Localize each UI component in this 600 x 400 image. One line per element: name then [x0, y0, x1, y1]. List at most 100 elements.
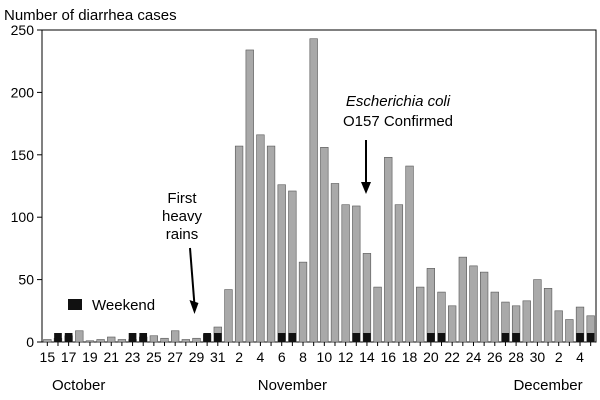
bar [490, 291, 499, 343]
weekend-marker [54, 333, 62, 342]
x-tick-label: 29 [189, 349, 205, 365]
bar [458, 256, 467, 343]
bar [192, 337, 201, 343]
bar [405, 165, 414, 343]
y-tick-label: 200 [11, 84, 35, 100]
annotation-rains-text: rains [166, 226, 199, 243]
bar [330, 183, 340, 343]
bar [341, 204, 350, 343]
annotation-ecoli-arrowhead [361, 182, 371, 194]
bar [277, 184, 286, 343]
x-tick-label: 31 [210, 349, 226, 365]
x-tick-label: 24 [466, 349, 482, 365]
x-tick-label: 10 [317, 349, 333, 365]
annotation-rains-text: First [167, 190, 197, 207]
weekend-marker [139, 333, 148, 342]
y-tick-label: 150 [11, 147, 35, 163]
weekend-marker [64, 333, 73, 342]
bar [362, 253, 372, 343]
weekend-marker [501, 333, 510, 342]
weekend-marker [213, 333, 222, 342]
weekend-marker [203, 333, 211, 342]
bar [149, 335, 159, 343]
y-tick-label: 50 [18, 272, 34, 288]
bar [117, 339, 127, 343]
weekend-marker [427, 333, 435, 342]
weekend-marker [586, 333, 595, 342]
x-tick-label: 25 [146, 349, 162, 365]
annotation-rains-arrowhead [189, 300, 199, 314]
bar [533, 279, 542, 343]
y-tick-label: 0 [26, 334, 34, 350]
x-tick-label: 15 [40, 349, 56, 365]
annotation-rains-text: heavy [162, 208, 203, 225]
bar [224, 289, 233, 343]
y-axis-title: Number of diarrhea cases [4, 7, 177, 24]
bar [416, 286, 425, 343]
bar [234, 145, 244, 343]
bar [160, 337, 169, 343]
bar [171, 330, 180, 343]
bar [298, 261, 308, 343]
bar [448, 305, 457, 343]
bar [43, 339, 52, 343]
bar [394, 204, 404, 343]
month-label: November [258, 377, 327, 394]
x-tick-label: 4 [257, 349, 265, 365]
annotation-ecoli-text: Escherichia coli [346, 93, 451, 110]
x-tick-label: 21 [103, 349, 119, 365]
annotation-rains-arrow [189, 247, 196, 306]
x-tick-label: 30 [530, 349, 546, 365]
plot-frame [41, 29, 597, 343]
bar [373, 286, 382, 343]
bar [181, 339, 190, 343]
weekend-marker [512, 333, 520, 342]
bar [266, 145, 276, 343]
weekend-marker [576, 333, 584, 342]
x-tick-label: 8 [299, 349, 307, 365]
x-tick-label: 28 [508, 349, 524, 365]
x-tick-label: 2 [555, 349, 563, 365]
bar [245, 49, 254, 343]
bar [384, 156, 393, 343]
bar [554, 310, 563, 343]
weekend-marker [352, 333, 361, 342]
bar [85, 340, 95, 343]
bar [309, 38, 318, 343]
x-tick-label: 16 [380, 349, 396, 365]
bar [479, 271, 489, 343]
bar [469, 265, 478, 343]
legend-label: Weekend [92, 297, 155, 314]
bar [565, 319, 574, 343]
weekend-marker [437, 333, 446, 342]
bar [256, 134, 265, 343]
annotation-ecoli-text: O157 Confirmed [343, 113, 453, 130]
weekend-marker [288, 333, 297, 342]
x-tick-label: 22 [444, 349, 460, 365]
month-label: December [513, 377, 582, 394]
weekend-marker [363, 333, 371, 342]
x-tick-label: 19 [82, 349, 98, 365]
x-tick-label: 2 [235, 349, 243, 365]
x-tick-label: 23 [125, 349, 141, 365]
x-tick-label: 4 [576, 349, 584, 365]
x-tick-label: 26 [487, 349, 503, 365]
bar [426, 268, 436, 343]
legend-swatch [68, 299, 82, 310]
bar [96, 339, 105, 343]
bar [107, 336, 116, 343]
weekend-marker [128, 333, 137, 342]
weekend-marker [277, 333, 286, 342]
y-tick-label: 100 [11, 209, 35, 225]
month-label: October [52, 377, 105, 394]
bar [75, 330, 84, 343]
bar [522, 300, 531, 343]
x-tick-label: 6 [278, 349, 286, 365]
bar [543, 288, 553, 343]
x-tick-label: 17 [61, 349, 77, 365]
x-tick-label: 27 [167, 349, 183, 365]
x-tick-label: 18 [402, 349, 418, 365]
x-tick-label: 14 [359, 349, 375, 365]
